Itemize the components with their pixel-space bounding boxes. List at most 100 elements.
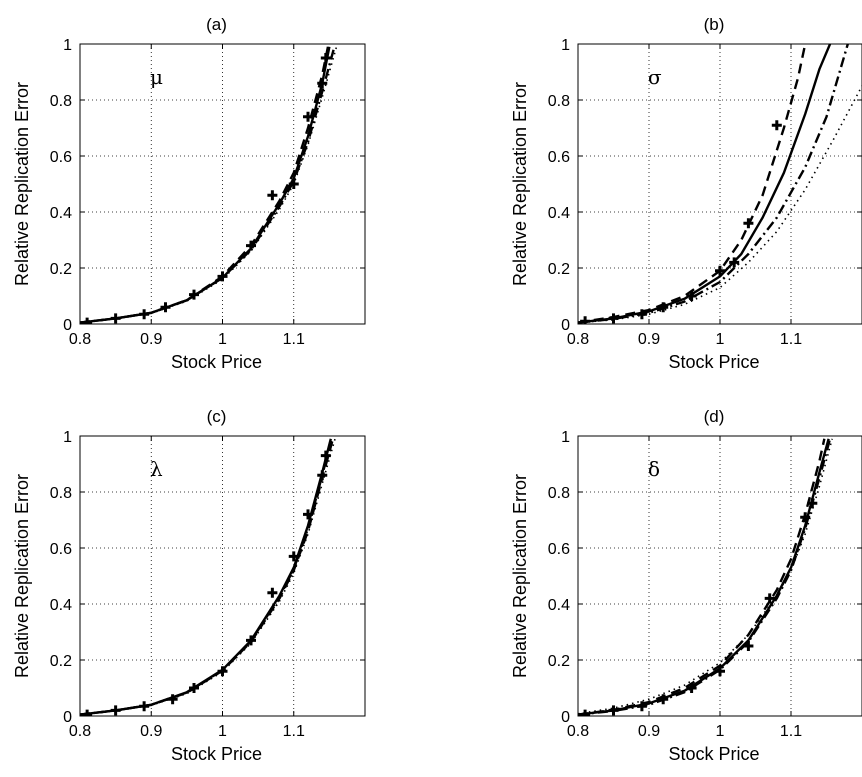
y-axis-label: Relative Replication Error	[12, 474, 32, 678]
series-line-solid	[80, 438, 332, 716]
plus-marker-point	[267, 190, 278, 201]
plot-area	[80, 438, 336, 716]
plus-marker-point	[743, 641, 754, 651]
plus-marker-point	[139, 309, 150, 320]
y-tick-label: 0	[63, 709, 72, 726]
plus-marker-point	[320, 450, 331, 461]
y-tick-label: 0.2	[50, 653, 72, 670]
plus-marker-point	[189, 289, 199, 300]
plus-marker-point	[764, 593, 775, 604]
plus-marker-point	[246, 635, 256, 646]
y-tick-label: 0	[561, 709, 570, 726]
subplot-title: (d)	[704, 407, 725, 426]
x-tick-label: 0.8	[567, 723, 589, 740]
x-axis-label: Stock Price	[171, 352, 262, 372]
y-tick-label: 0.6	[548, 541, 570, 558]
y-tick-label: 0	[63, 317, 72, 334]
plus-marker-point	[580, 709, 591, 716]
y-tick-label: 0.8	[548, 485, 570, 502]
parameter-annotation: δ	[648, 457, 660, 481]
x-tick-label: 1	[218, 331, 227, 348]
plus-marker-point	[800, 512, 811, 523]
y-tick-label: 0.6	[50, 149, 72, 166]
subplot-title: (a)	[206, 15, 227, 34]
y-axis-label: Relative Replication Error	[510, 474, 530, 678]
plus-marker-point	[636, 701, 647, 712]
x-tick-label: 1.1	[283, 723, 305, 740]
x-tick-label: 0.8	[567, 331, 589, 348]
x-tick-label: 0.9	[638, 331, 660, 348]
plus-marker-point	[658, 302, 669, 313]
y-tick-label: 0.8	[548, 93, 570, 110]
parameter-annotation: μ	[150, 65, 163, 89]
plus-marker-point	[82, 709, 93, 716]
subplot-a: 0.8 0.9 1 1.1 0 0.2 0.4 0.6 0.8 1 (a) Stock Price Re…	[12, 15, 366, 372]
series-line-dashdot	[578, 438, 832, 716]
plus-marker-point	[658, 694, 669, 705]
y-tick-label: 0.8	[50, 93, 72, 110]
parameter-annotation: λ	[150, 457, 163, 481]
plus-marker-point	[110, 313, 121, 324]
y-tick-label: 1	[561, 429, 570, 446]
y-tick-label: 1	[561, 37, 570, 54]
x-tick-label: 0.8	[69, 331, 91, 348]
series-line-dashed	[80, 438, 335, 716]
plus-marker-point	[686, 683, 697, 693]
plus-marker-point	[217, 271, 228, 282]
plus-marker-point	[715, 265, 725, 276]
subplot-d: 0.8 0.9 1 1.1 0 0.2 0.4 0.6 0.8 1 (d) Stock Price Re…	[510, 407, 862, 764]
plus-marker-point	[110, 705, 121, 716]
plus-marker-point	[771, 120, 782, 131]
plus-marker-point	[288, 179, 299, 189]
x-tick-label: 0.9	[140, 331, 162, 348]
subplot-title: (b)	[704, 15, 725, 34]
plus-marker-point	[267, 587, 278, 598]
plus-marker-point	[686, 291, 697, 301]
plus-marker-point	[320, 53, 331, 63]
series-line-dotted	[578, 438, 833, 715]
y-axis-label: Relative Replication Error	[12, 82, 32, 286]
plus-marker-point	[217, 666, 228, 677]
x-tick-label: 0.9	[638, 723, 660, 740]
plot-area	[80, 46, 338, 324]
plus-marker-point	[303, 509, 313, 520]
series-line-dashed	[578, 44, 807, 324]
plus-marker-point	[743, 218, 754, 229]
x-tick-label: 1.1	[780, 723, 802, 740]
y-axis-label: Relative Replication Error	[510, 82, 530, 286]
plus-marker-point	[303, 111, 313, 122]
plot-area	[578, 438, 833, 716]
plus-marker-point	[167, 694, 178, 705]
parameter-annotation: σ	[648, 65, 662, 89]
plus-marker-point	[246, 240, 256, 251]
plus-marker-point	[636, 309, 647, 320]
y-tick-label: 0.4	[50, 597, 72, 614]
plus-marker-point	[580, 316, 591, 324]
subplot-b: 0.8 0.9 1 1.1 0 0.2 0.4 0.6 0.8 1 (b) Stock Price Re…	[510, 15, 862, 372]
subplot-c: 0.8 0.9 1 1.1 0 0.2 0.4 0.6 0.8 1 (c) Stock Price Re…	[12, 407, 366, 764]
plus-marker-point	[807, 498, 818, 509]
x-tick-label: 1	[716, 331, 725, 348]
plus-marker-point	[82, 317, 93, 324]
series-line-dotted	[80, 438, 336, 716]
plus-marker-point	[715, 666, 725, 677]
x-tick-label: 1	[716, 723, 725, 740]
y-tick-label: 0.2	[548, 261, 570, 278]
y-tick-label: 0.4	[50, 205, 72, 222]
plus-marker-point	[189, 683, 199, 693]
x-tick-label: 1.1	[780, 331, 802, 348]
y-tick-label: 0.2	[548, 653, 570, 670]
plus-marker-point	[608, 705, 619, 716]
x-tick-label: 0.9	[140, 723, 162, 740]
plot-area	[578, 44, 862, 324]
x-axis-label: Stock Price	[171, 744, 262, 764]
y-tick-label: 0	[561, 317, 570, 334]
x-axis-label: Stock Price	[668, 352, 759, 372]
plus-marker-point	[288, 551, 299, 562]
series-line-dashdot	[578, 44, 849, 324]
y-tick-label: 0.6	[548, 149, 570, 166]
subplot-title: (c)	[207, 407, 227, 426]
y-tick-label: 0.4	[548, 205, 570, 222]
plus-marker-point	[317, 78, 328, 89]
